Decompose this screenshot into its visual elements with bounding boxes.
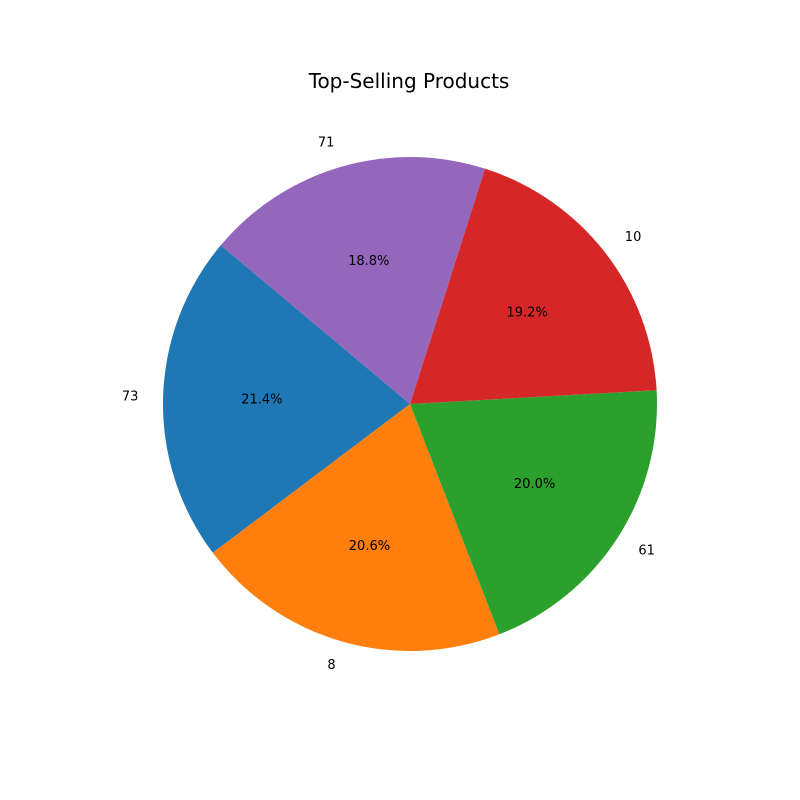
category-label: 71 xyxy=(318,136,335,151)
percent-label: 21.4% xyxy=(241,393,282,408)
category-label: 10 xyxy=(625,230,642,245)
percent-label: 20.6% xyxy=(349,539,390,554)
category-label: 73 xyxy=(122,389,139,404)
percent-label: 20.0% xyxy=(514,477,555,492)
pie-labels: 73 21.4% 8 20.6% 61 20.0% 10 19.2% 71 18.8% xyxy=(122,136,655,673)
percent-label: 19.2% xyxy=(507,306,548,321)
pie-slices xyxy=(162,157,657,651)
pie-slice-10 xyxy=(410,168,657,404)
category-label: 61 xyxy=(638,544,655,559)
chart-title: Top-Selling Products xyxy=(308,69,510,93)
pie-slice-73 xyxy=(162,245,410,553)
pie-slice-61 xyxy=(410,390,657,635)
percent-label: 18.8% xyxy=(348,254,389,269)
pie-slice-71 xyxy=(220,157,486,404)
category-label: 8 xyxy=(327,658,335,673)
pie-slice-8 xyxy=(212,404,500,651)
